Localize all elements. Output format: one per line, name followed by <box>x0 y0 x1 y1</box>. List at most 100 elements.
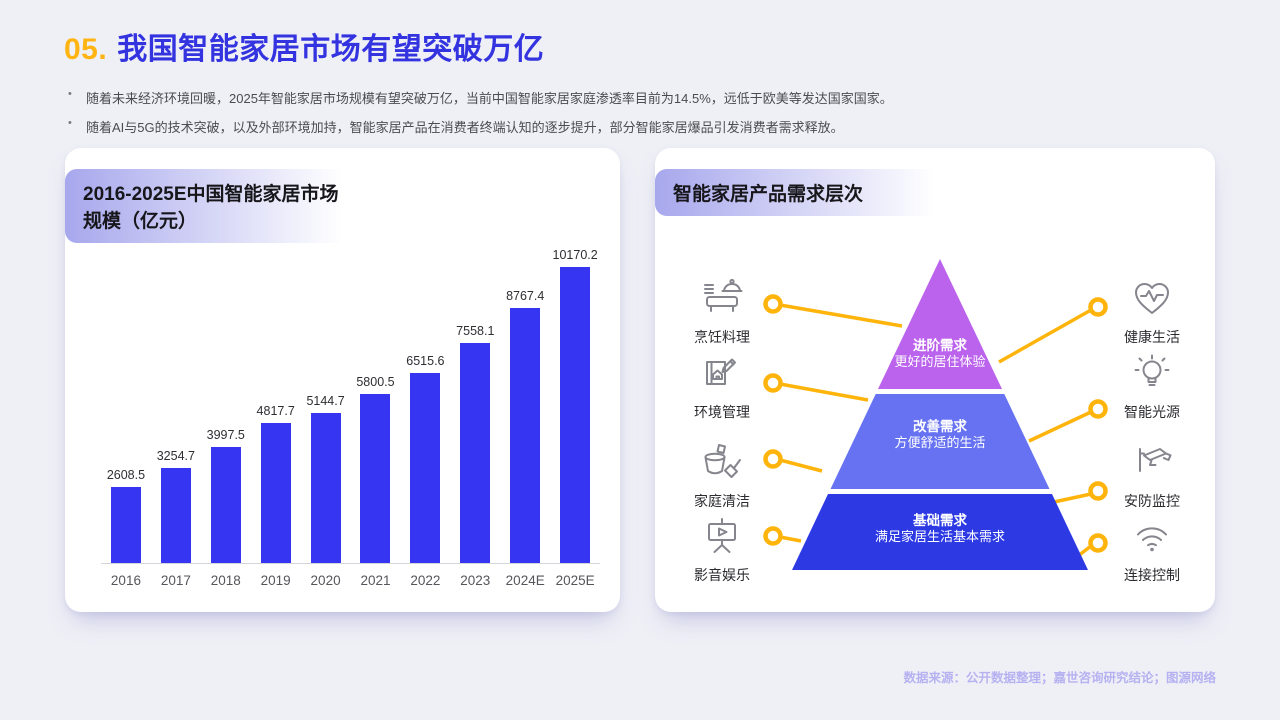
connector-ring <box>1088 533 1108 553</box>
tier-subtitle: 满足家居生活基本需求 <box>874 528 1005 544</box>
bar-column: 3997.5 <box>201 428 251 563</box>
demand-pyramid-card: 智能家居产品需求层次 <box>655 148 1215 612</box>
bar <box>560 267 591 563</box>
connector-ring <box>763 294 783 314</box>
bar-value-label: 5800.5 <box>356 375 395 389</box>
year-label: 2021 <box>360 573 391 588</box>
heart-pulse-icon <box>1130 276 1174 320</box>
tier-title: 基础需求 <box>913 513 967 528</box>
item-label: 影音娱乐 <box>694 567 750 583</box>
connector-ring <box>763 373 783 393</box>
tier-subtitle: 更好的居住体验 <box>894 353 986 369</box>
connector-ring <box>763 449 783 469</box>
bar-chart-plot: 2608.5 3254.7 3997.5 4817.7 5144.7 5800.… <box>101 248 600 564</box>
cctv-camera-icon <box>1130 440 1174 484</box>
bar-value-label: 8767.4 <box>506 289 545 303</box>
pyramid-card-title: 智能家居产品需求层次 <box>655 169 947 216</box>
connector-line <box>779 458 823 473</box>
demand-item-cleaning: 家庭清洁 <box>677 440 767 511</box>
connector-lines <box>763 294 1108 561</box>
year-label: 2023 <box>460 573 491 588</box>
bar-column: 5144.7 <box>301 394 351 563</box>
bar-column: 8767.4 <box>500 289 550 563</box>
year-label: 2016 <box>110 573 141 588</box>
bar <box>460 343 491 563</box>
bar-column: 2608.5 <box>101 468 151 563</box>
item-label: 连接控制 <box>1124 567 1180 583</box>
pyramid-and-connectors <box>763 259 1108 570</box>
bar-value-label: 7558.1 <box>456 324 495 338</box>
year-label: 2019 <box>260 573 291 588</box>
demand-pyramid-diagram: 进阶需求 更好的居住体验 改善需求 方便舒适的生活 基础需求 满足家居生活基本需… <box>655 212 1215 612</box>
connector-line <box>779 535 802 543</box>
demand-item-environment: 环境管理 <box>677 351 767 422</box>
bar-column: 7558.1 <box>450 324 500 563</box>
connector-line <box>779 382 869 402</box>
demand-item-lighting: 智能光源 <box>1107 351 1197 422</box>
connector-line <box>998 308 1092 364</box>
bar <box>360 394 391 563</box>
year-label: 2024E <box>505 573 545 588</box>
connector-ring <box>1088 297 1108 317</box>
bar-value-label: 4817.7 <box>256 404 295 418</box>
tier-caption-basic: 基础需求 满足家居生活基本需求 <box>800 513 1080 544</box>
pyramid-tier-basic <box>792 494 1088 570</box>
connector-ring <box>763 526 783 546</box>
year-label: 2022 <box>410 573 441 588</box>
tier-caption-advanced: 进阶需求 更好的居住体验 <box>800 338 1080 369</box>
market-size-chart-card: 2016-2025E中国智能家居市场规模（亿元） 2608.5 3254.7 3… <box>65 148 620 612</box>
bar-value-label: 6515.6 <box>406 354 445 368</box>
bar-value-label: 2608.5 <box>106 468 146 482</box>
item-label: 家庭清洁 <box>694 493 750 509</box>
chart-card-title: 2016-2025E中国智能家居市场规模（亿元） <box>65 169 354 243</box>
demand-item-entertainment: 影音娱乐 <box>677 514 767 585</box>
item-label: 烹饪料理 <box>694 329 750 345</box>
cooking-pot-icon <box>700 276 744 320</box>
page-title: 05. 我国智能家居市场有望突破万亿 <box>64 24 544 68</box>
bar-value-label: 3254.7 <box>156 449 195 463</box>
connector-ring <box>1088 399 1108 419</box>
wifi-icon <box>1130 514 1174 558</box>
title-text: 我国智能家居市场有望突破万亿 <box>117 33 545 66</box>
bar-chart: 2608.5 3254.7 3997.5 4817.7 5144.7 5800.… <box>101 248 600 588</box>
bar-value-label: 3997.5 <box>206 428 245 442</box>
pyramid-tier-improve <box>830 394 1050 489</box>
tier-title: 进阶需求 <box>913 338 967 353</box>
demand-item-security: 安防监控 <box>1107 440 1197 511</box>
pyramid-tier-advanced <box>878 259 1002 389</box>
demand-item-cooking: 烹饪料理 <box>677 276 767 347</box>
bar <box>210 447 241 563</box>
title-number: 05. <box>64 33 108 66</box>
year-label: 2020 <box>310 573 341 588</box>
bucket-shovel-icon <box>700 440 744 484</box>
year-label: 2017 <box>160 573 191 588</box>
bar-column: 4817.7 <box>251 404 301 563</box>
tier-subtitle: 方便舒适的生活 <box>894 434 986 450</box>
demand-item-connectivity: 连接控制 <box>1107 514 1197 585</box>
bullet-item: 随着AI与5G的技术突破，以及外部环境加持，智能家居产品在消费者终端认知的逐步提… <box>66 117 893 136</box>
year-label: 2018 <box>210 573 241 588</box>
map-house-icon <box>700 351 744 395</box>
bar <box>160 468 191 563</box>
bar <box>110 487 141 563</box>
bar <box>310 413 341 563</box>
item-label: 安防监控 <box>1124 493 1180 509</box>
bar <box>410 373 441 563</box>
bullet-item: 随着未来经济环境回暖，2025年智能家居市场规模有望突破万亿，当前中国智能家居家… <box>66 88 893 107</box>
bar-column: 5800.5 <box>351 375 401 563</box>
summary-bullets: 随着未来经济环境回暖，2025年智能家居市场规模有望突破万亿，当前中国智能家居家… <box>66 88 893 146</box>
bar-value-label: 10170.2 <box>552 248 598 262</box>
x-axis-labels: 2016 2017 2018 2019 2020 2021 2022 2023 … <box>101 564 600 588</box>
bar <box>260 423 291 563</box>
connector-line <box>1053 492 1092 504</box>
bar-column: 10170.2 <box>550 248 600 563</box>
demand-item-health: 健康生活 <box>1107 276 1197 347</box>
connector-line <box>779 303 903 328</box>
connector-line <box>1028 410 1092 443</box>
item-label: 环境管理 <box>694 404 750 420</box>
bar-column: 6515.6 <box>400 354 450 563</box>
tier-caption-improve: 改善需求 方便舒适的生活 <box>800 419 1080 450</box>
projector-screen-icon <box>700 514 744 558</box>
year-label: 2025E <box>555 573 595 588</box>
bar-value-label: 5144.7 <box>306 394 345 408</box>
